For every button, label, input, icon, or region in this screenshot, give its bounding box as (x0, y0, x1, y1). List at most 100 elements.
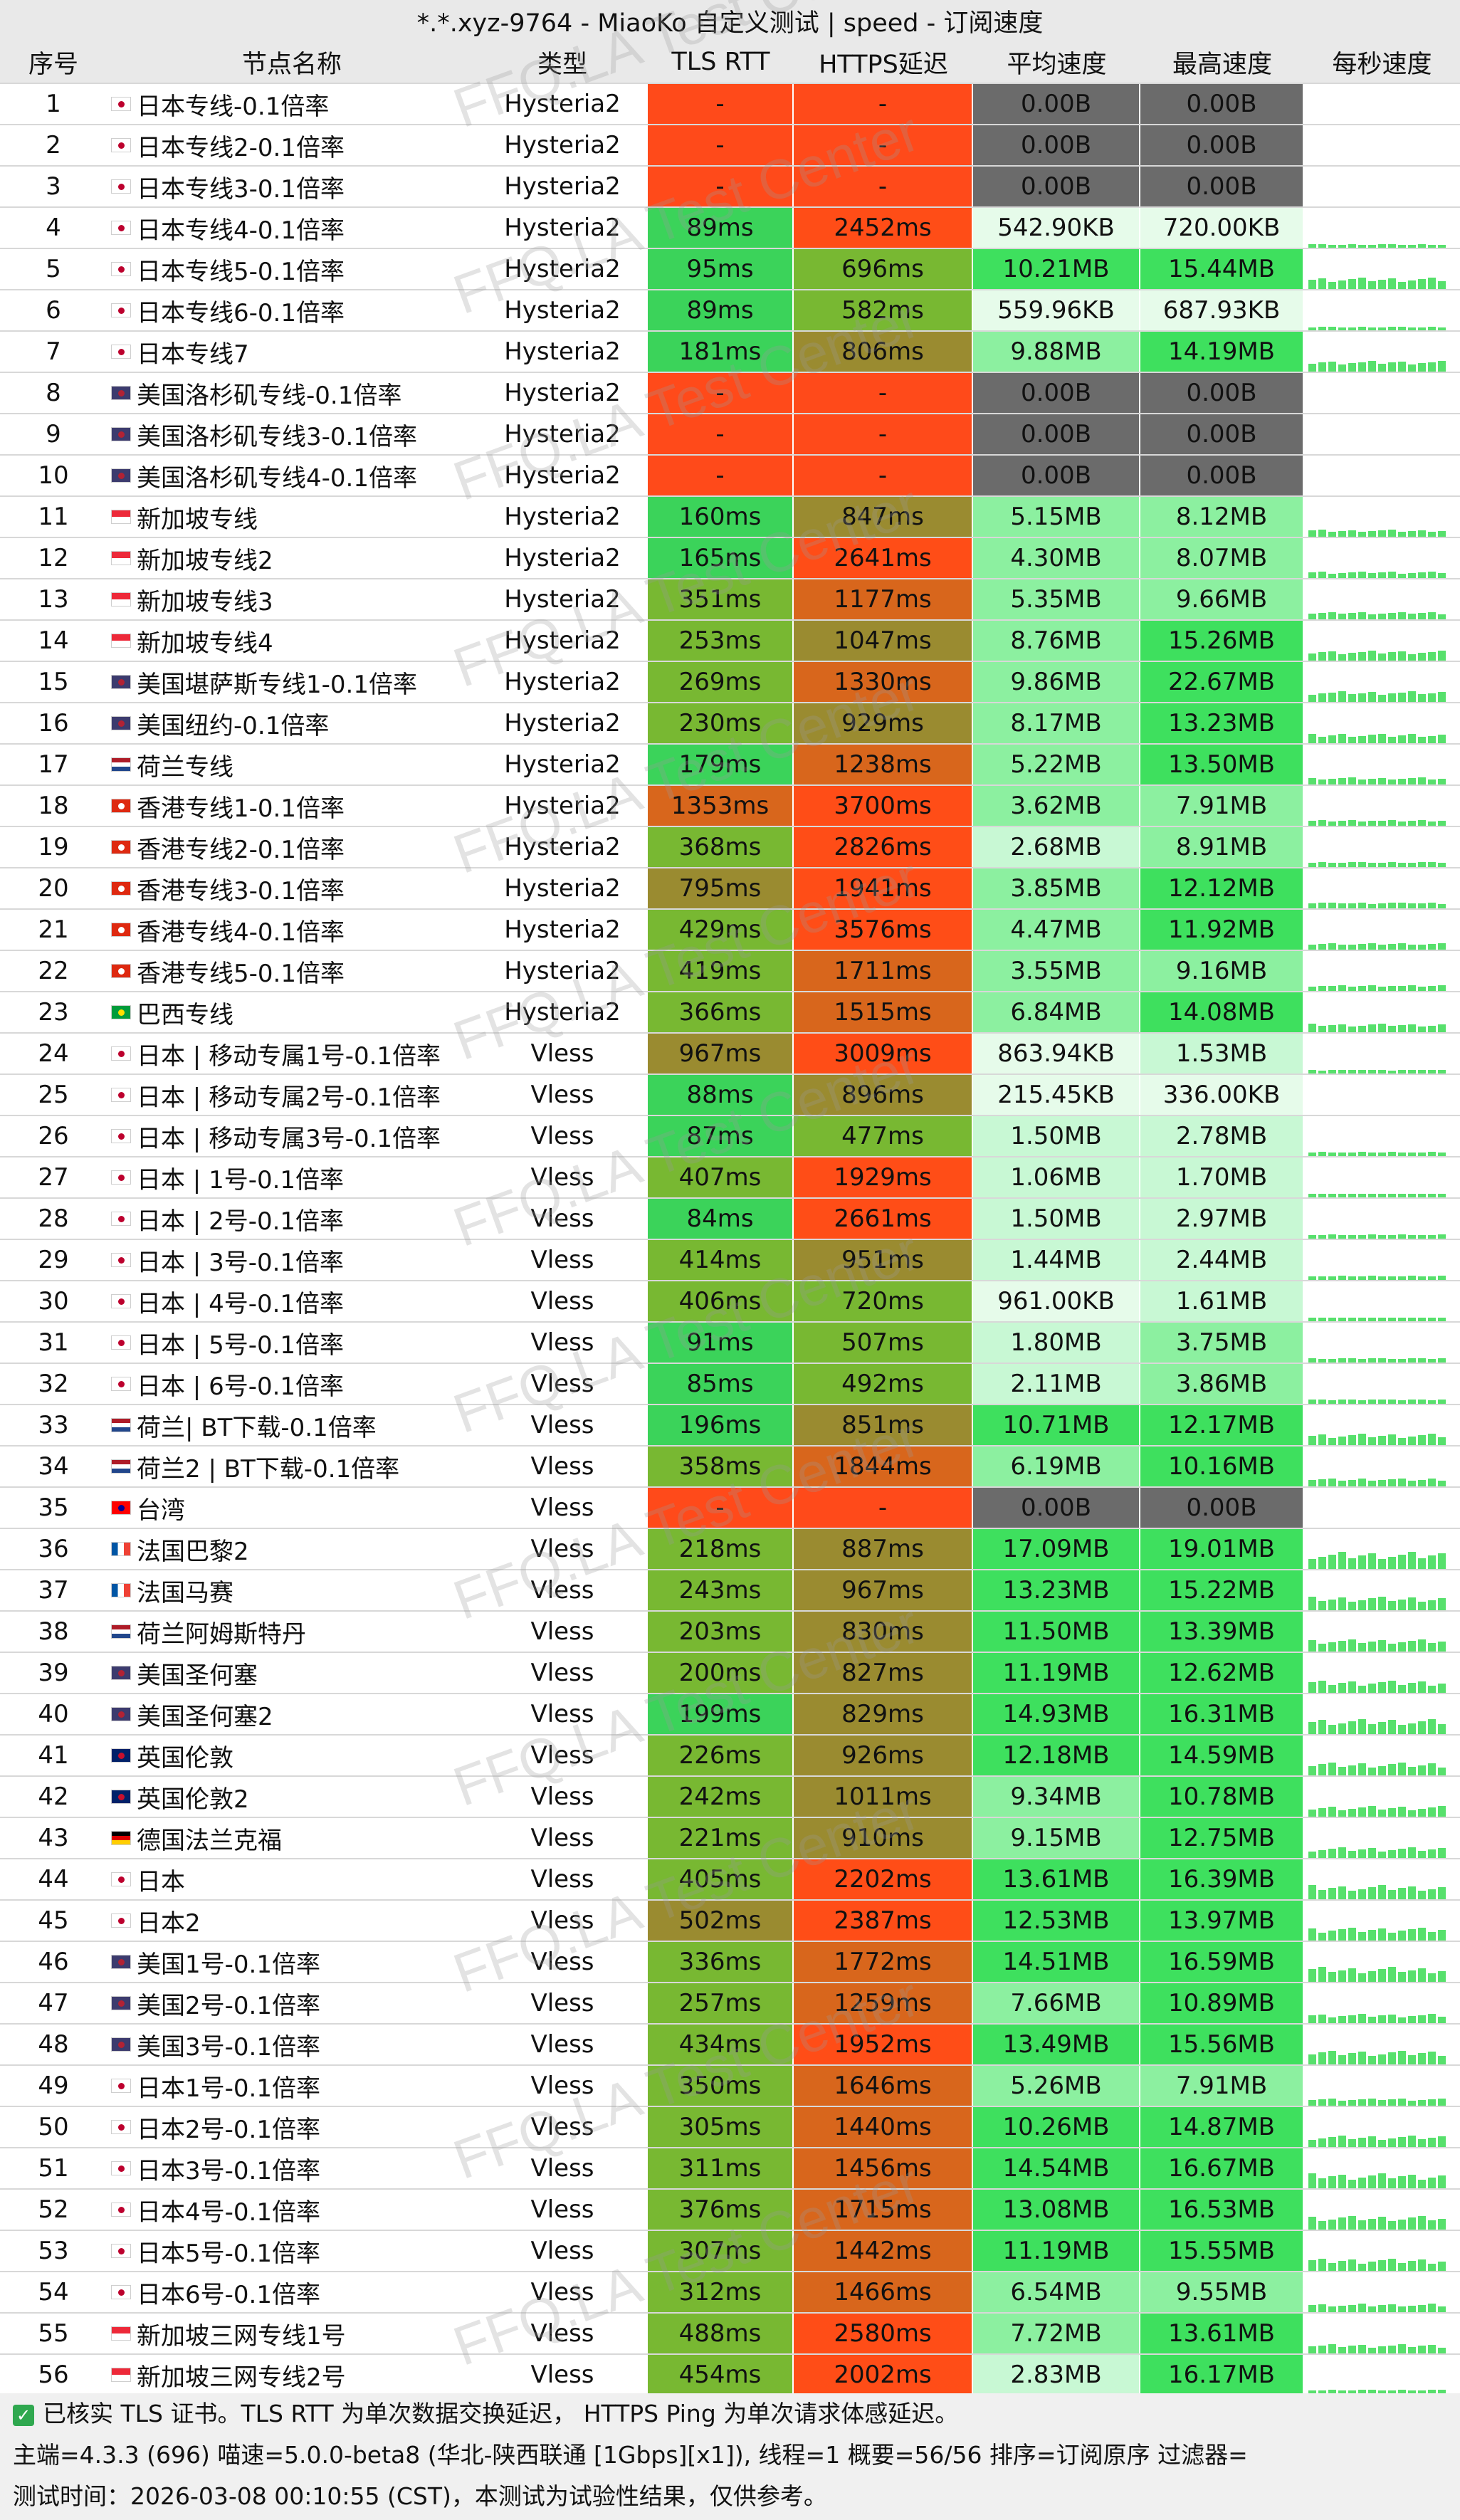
node-type: Vless (477, 2231, 648, 2271)
row-index: 29 (0, 1240, 107, 1280)
per-second-speed-sparkline (1304, 1736, 1460, 1775)
speed-sample-bar (1358, 1932, 1366, 1941)
node-name-text: 香港专线4-0.1倍率 (137, 918, 345, 947)
speed-sample-bar (1308, 1969, 1316, 1982)
max-speed-cell-text: 0.00B (1186, 379, 1257, 407)
speed-sample-bar (1338, 1810, 1346, 1817)
speed-sample-bar (1378, 2100, 1386, 2106)
hk-flag-icon (111, 840, 131, 854)
node-type-text: Vless (530, 1741, 594, 1770)
table-row: 12 新加坡专线2 Hysteria2 165ms 2641ms 4.30MB 8.07MB (0, 537, 1460, 578)
row-index-text: 5 (46, 255, 61, 283)
per-second-speed-sparkline (1304, 2107, 1460, 2147)
avg-speed-cell: 5.22MB (973, 745, 1140, 784)
speed-sample-bar (1358, 652, 1366, 661)
speed-sample-bar (1378, 1276, 1386, 1280)
speed-sample-bar (1428, 1276, 1436, 1280)
max-speed-cell-text: 13.61MB (1168, 2319, 1275, 2348)
https-latency-cell-text: 887ms (841, 1535, 924, 1563)
node-type-text: Vless (530, 1617, 594, 1646)
https-latency-cell: 1330ms (794, 662, 973, 702)
tls-rtt-cell: 429ms (648, 910, 794, 950)
max-speed-cell: 1.53MB (1140, 1034, 1304, 1073)
sg-flag-icon (111, 2326, 131, 2341)
https-latency-cell-text: 2826ms (834, 833, 932, 861)
speed-sample-bar (1328, 612, 1336, 619)
avg-speed-cell-text: 1.06MB (1010, 1163, 1102, 1192)
speed-sample-bar (1348, 2139, 1356, 2147)
speed-sample-bar (1308, 778, 1316, 784)
node-type-text: Vless (530, 1411, 594, 1439)
speed-sample-bar (1318, 2304, 1326, 2312)
speed-sample-bar (1438, 2175, 1446, 2188)
speed-sample-bar (1438, 2056, 1446, 2064)
speed-sample-bar (1428, 1932, 1436, 1941)
row-index-text: 40 (38, 1700, 69, 1728)
speed-sample-bar (1368, 1806, 1376, 1817)
node-name: 香港专线2-0.1倍率 (107, 827, 477, 867)
speed-sample-bar (1358, 1889, 1366, 1899)
speed-sample-bar (1368, 1848, 1376, 1858)
speed-sample-bar (1408, 691, 1416, 702)
speed-sample-bar (1398, 2220, 1406, 2230)
avg-speed-cell: 4.47MB (973, 910, 1140, 950)
https-latency-cell: - (794, 456, 973, 495)
https-latency-cell-text: 910ms (841, 1824, 924, 1852)
header-node-name: 节点名称 (241, 50, 342, 79)
table-row: 35 台湾 Vless - -0.00B 0.00B (0, 1486, 1460, 1528)
node-type: Vless (477, 1405, 648, 1445)
avg-speed-cell-text: 0.00B (1020, 461, 1092, 490)
per-second-speed-sparkline (1304, 1116, 1460, 1156)
speed-sample-bar (1408, 531, 1416, 537)
speed-sample-bar (1328, 821, 1336, 826)
speed-sample-bar (1398, 2099, 1406, 2106)
speed-sample-bar (1388, 1933, 1396, 1941)
node-type: Hysteria2 (477, 621, 648, 661)
tls-rtt-cell: 368ms (648, 827, 794, 867)
footer-line-3: 测试时间：2026-03-08 00:10:55 (CST)，本测试为试验性结果… (13, 2482, 827, 2510)
avg-speed-cell-text: 0.00B (1020, 172, 1092, 201)
tls-rtt-cell-text: 242ms (678, 1783, 762, 1811)
speed-sample-bar (1338, 1847, 1346, 1858)
max-speed-cell: 1.61MB (1140, 1281, 1304, 1321)
us-flag-icon (111, 675, 131, 689)
node-name: 日本6号-0.1倍率 (107, 2272, 477, 2312)
speed-sample-bar (1338, 1597, 1346, 1610)
row-index: 48 (0, 2025, 107, 2064)
row-index-text: 35 (38, 1493, 69, 1522)
speed-sample-bar (1348, 2346, 1356, 2353)
speed-sample-bar (1318, 572, 1326, 578)
tls-rtt-cell-text: 414ms (678, 1246, 762, 1274)
node-type-text: Vless (530, 1122, 594, 1150)
avg-speed-cell: 5.26MB (973, 2066, 1140, 2106)
max-speed-cell: 12.75MB (1140, 1818, 1304, 1858)
max-speed-cell-text: 13.97MB (1168, 1906, 1275, 1935)
speed-sample-bar (1368, 904, 1376, 908)
speed-sample-bar (1338, 1929, 1346, 1941)
table-row: 14 新加坡专线4 Hysteria2 253ms 1047ms 8.76MB 15.26M… (0, 619, 1460, 661)
speed-sample-bar (1338, 1153, 1346, 1156)
row-index: 55 (0, 2314, 107, 2353)
speed-sample-bar (1398, 2306, 1406, 2312)
avg-speed-cell-text: 1.80MB (1010, 1328, 1102, 1357)
https-latency-cell-text: 1711ms (834, 957, 932, 985)
row-index: 56 (0, 2355, 107, 2395)
node-name-text: 日本6号-0.1倍率 (137, 2280, 320, 2309)
speed-sample-bar (1318, 1071, 1326, 1073)
tls-rtt-cell: 405ms (648, 1859, 794, 1899)
speed-sample-bar (1328, 1276, 1336, 1280)
avg-speed-cell-text: 6.54MB (1010, 2278, 1102, 2306)
speed-sample-bar (1308, 2305, 1316, 2312)
https-latency-cell-text: 2002ms (834, 2361, 932, 2389)
speed-sample-bar (1428, 693, 1436, 702)
per-second-speed-sparkline (1304, 2231, 1460, 2271)
speed-sample-bar (1308, 572, 1316, 578)
per-second-speed-sparkline (1304, 868, 1460, 908)
speed-sample-bar (1418, 1153, 1426, 1156)
speed-sample-bar (1388, 2052, 1396, 2064)
max-speed-cell-text: 22.67MB (1168, 668, 1275, 696)
tls-rtt-cell: 88ms (648, 1075, 794, 1115)
speed-sample-bar (1368, 1971, 1376, 1982)
max-speed-cell: 1.70MB (1140, 1157, 1304, 1197)
speed-sample-bar (1348, 2015, 1356, 2023)
